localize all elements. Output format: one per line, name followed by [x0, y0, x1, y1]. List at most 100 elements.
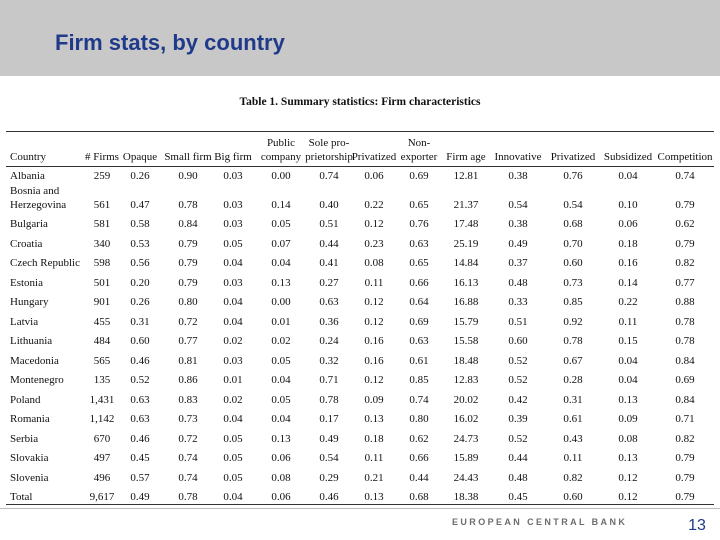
table-cell: 0.73: [563, 276, 583, 289]
table-cell: 12.81: [453, 170, 479, 182]
table-cell: 0.56: [130, 257, 150, 269]
table-cell: 0.42: [508, 393, 528, 406]
table-cell: 0.21: [364, 471, 384, 484]
slide-title: Firm stats, by country: [55, 30, 285, 55]
table-cell: 0.52: [508, 432, 528, 445]
table-cell: 24.73: [453, 432, 479, 445]
table-cell: 0.69: [409, 315, 429, 328]
table-cell: 0.38: [508, 170, 528, 182]
table-cell: 0.39: [508, 413, 528, 425]
table-cell: 0.00: [271, 296, 291, 308]
row-label: Poland: [10, 393, 41, 406]
table-cell: 18.48: [453, 354, 479, 367]
table-cell: 0.31: [563, 393, 583, 406]
row-label: Bosnia and Herzegovina: [10, 185, 67, 211]
table-cell: 0.73: [178, 413, 198, 425]
table-cell: 0.71: [675, 413, 695, 425]
table-cell: 0.04: [223, 315, 243, 328]
table-cell: 0.05: [223, 452, 243, 464]
table-cell: 0.84: [178, 218, 198, 230]
table-cell: 0.77: [178, 335, 198, 347]
table-cell: 0.84: [675, 393, 695, 406]
table-cell: 0.72: [178, 315, 198, 328]
column-header: Non- exporter: [400, 137, 438, 163]
table-cell: 0.04: [223, 257, 243, 269]
table-cell: 0.88: [675, 296, 695, 308]
table-cell: 0.49: [319, 432, 339, 445]
table-cell: 0.83: [178, 393, 198, 406]
table-cell: 0.84: [675, 354, 695, 367]
column-header: Opaque: [122, 151, 158, 163]
table-cell: 0.74: [178, 471, 198, 484]
table-cell: 0.31: [130, 315, 150, 328]
table-cell: 0.05: [271, 354, 291, 367]
table-cell: 0.04: [271, 257, 291, 269]
table-cell: 0.12: [364, 296, 384, 308]
row-label: Slovakia: [10, 452, 49, 464]
table-cell: 455: [93, 315, 111, 328]
row-label: Total: [10, 491, 33, 503]
table-cell: 0.63: [130, 393, 150, 406]
table-cell: 0.63: [409, 335, 429, 347]
table-cell: 0.77: [675, 276, 695, 289]
table-cell: 25.19: [453, 237, 479, 250]
table-cell: 0.18: [364, 432, 384, 445]
table-cell: 0.05: [223, 237, 243, 250]
table-cell: 0.12: [364, 315, 384, 328]
column-header: Public company: [260, 137, 302, 163]
table-cell: 0.38: [508, 218, 528, 230]
row-label: Albania: [10, 170, 45, 182]
table-cell: 0.04: [618, 374, 638, 386]
table-cell: 0.05: [271, 218, 291, 230]
table-cell: 0.32: [319, 354, 339, 367]
table-cell: 0.78: [178, 491, 198, 503]
table-cell: 0.33: [508, 296, 528, 308]
table-cell: 0.82: [563, 471, 583, 484]
table-cell: 0.18: [618, 237, 638, 250]
table-cell: 0.57: [130, 471, 150, 484]
table-cell: 0.23: [364, 237, 384, 250]
page-number: 13: [688, 517, 706, 534]
column-header: Privatized: [351, 151, 397, 163]
table-cell: 0.16: [364, 335, 384, 347]
column-header: # Firms: [85, 151, 119, 163]
table-cell: 0.03: [223, 218, 243, 230]
row-label: Slovenia: [10, 471, 49, 484]
table-cell: 0.00: [271, 170, 291, 182]
row-label: Hungary: [10, 296, 49, 308]
table-cell: 0.48: [508, 471, 528, 484]
table-cell: 0.36: [319, 315, 339, 328]
table-cell: 0.04: [618, 170, 638, 182]
row-label: Latvia: [10, 315, 39, 328]
table-cell: 0.78: [675, 315, 695, 328]
table-cell: 581: [93, 218, 111, 230]
row-label: Estonia: [10, 276, 43, 289]
table-cell: 0.61: [409, 354, 429, 367]
table-cell: 0.52: [508, 354, 528, 367]
table-cell: 0.11: [364, 452, 384, 464]
table-cell: 0.53: [130, 237, 150, 250]
table-cell: 670: [93, 432, 111, 445]
table-cell: 0.04: [271, 374, 291, 386]
table-cell: 0.44: [319, 237, 339, 250]
table-cell: 0.11: [563, 452, 583, 464]
table-cell: 0.81: [178, 354, 198, 367]
table-cell: 0.63: [409, 237, 429, 250]
table-cell: 0.65: [409, 257, 429, 269]
row-label: Czech Republic: [10, 257, 80, 269]
table-cell: 0.74: [409, 393, 429, 406]
table-cell: 0.11: [618, 315, 638, 328]
table-cell: 0.90: [178, 170, 198, 182]
table-cell: 0.01: [271, 315, 291, 328]
table-cell: 0.74: [675, 170, 695, 182]
table-cell: 0.20: [130, 276, 150, 289]
table-cell: 561: [93, 199, 111, 211]
table-cell: 0.45: [130, 452, 150, 464]
table-cell: 0.13: [618, 393, 638, 406]
table-cell: 0.79: [675, 237, 695, 250]
table-cell: 0.26: [130, 296, 150, 308]
table-cell: 0.02: [223, 393, 243, 406]
table-cell: 0.54: [563, 199, 583, 211]
table-cell: 0.62: [409, 432, 429, 445]
